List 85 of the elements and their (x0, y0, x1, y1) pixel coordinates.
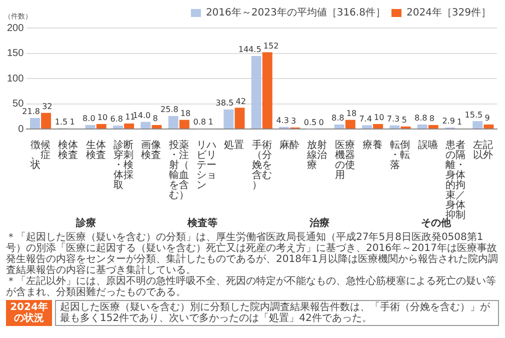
data-label: 18 (180, 108, 191, 118)
bar (41, 112, 52, 128)
x-tick-label: 手術（分娩を含む） (252, 140, 272, 191)
data-label: 18 (346, 108, 357, 118)
bar (113, 126, 123, 128)
bar (152, 124, 162, 128)
text: 起因した医療（疑いを含む）別に分類した院内調査結果報告件数は、「手術（分娩を含む）」が最も多く152件であり、次いで多かったのは「処置」42件であった。 (55, 300, 499, 326)
x-tick-label: リハビリテーション (196, 140, 216, 191)
x-tick-label: 麻酔 (280, 140, 300, 151)
y-tick-label: 0 (18, 124, 24, 135)
text: 診療 (76, 216, 96, 230)
bar (140, 122, 151, 128)
bar (417, 124, 428, 128)
x-tick-label: 誤嚥 (418, 140, 438, 151)
data-label: 21.8 (22, 107, 40, 116)
data-label: 144.5 (238, 45, 262, 54)
bar (390, 125, 400, 128)
bar (85, 124, 96, 128)
data-label: 8 (429, 114, 434, 124)
data-label: 6.8 (110, 114, 123, 124)
data-label: 5 (402, 116, 407, 125)
bar (179, 120, 190, 128)
data-label: 152 (263, 41, 279, 50)
bar (168, 116, 178, 128)
bar (96, 124, 106, 128)
y-tick-label: 100 (6, 73, 24, 84)
bar (362, 125, 372, 128)
bar (234, 108, 245, 128)
x-tick-label: 検体検査 (58, 140, 78, 161)
data-label: 32 (42, 102, 52, 111)
bar (262, 52, 272, 128)
bar (334, 124, 344, 128)
data-label: 38.5 (216, 98, 234, 108)
y-tick-label: 150 (6, 48, 24, 59)
x-tick-label: 画像検査 (141, 140, 162, 161)
data-label: 2.9 (442, 116, 455, 126)
bar (224, 110, 234, 128)
data-label: 1 (70, 118, 75, 127)
data-label: 42 (236, 96, 246, 106)
x-tick-label: 転倒・転落 (390, 140, 410, 171)
legend-label: 2016年～2023年の平均値［316.8件］ (206, 6, 386, 19)
x-tick-label: 徴候、症状 (30, 140, 51, 171)
x-tick-label: 生体検査 (86, 140, 106, 161)
x-tick-label: 処置 (224, 140, 244, 151)
data-label: 1 (208, 118, 214, 127)
data-label: 8.8 (414, 114, 428, 123)
data-label: 8 (152, 114, 158, 124)
x-tick-label: 診断穿刺・検体採取 (114, 140, 134, 191)
text: 治療 (309, 216, 330, 230)
bar (124, 123, 134, 128)
text: 検査等 (188, 216, 218, 230)
x-tick-label: 放射線治療 (307, 140, 328, 171)
data-label: 0.5 (304, 118, 317, 127)
bar (472, 121, 483, 128)
bar (30, 118, 40, 128)
bar (484, 124, 494, 128)
bar (428, 124, 438, 128)
data-label: 8.0 (82, 114, 96, 124)
data-label: 10 (374, 113, 384, 122)
data-label: 7.3 (386, 114, 400, 124)
data-label: 0 (318, 118, 324, 128)
y-tick-label: 50 (12, 98, 24, 110)
x-tick-label: 投薬・注射（輸血を含む） (168, 140, 189, 201)
data-label: 9 (484, 114, 490, 123)
bar (373, 124, 384, 128)
data-label: 1 (457, 118, 462, 127)
x-tick-label: 左記以外 (473, 140, 494, 161)
data-label: 10 (97, 113, 108, 122)
text: ＊「起因した医療（疑いを含む）の分類」は、厚生労働省医政局長通知（平成27年5月8日医政発0508第1号）の別添「医療に起因する（疑いを含む）死亡又は死産の考え方」に基づき、2016年～2017年は医療事故発生報告の内容をセンターが分類、集計したものであるが、2018年1月以降は医療機関から報告された院内調査結果報告の内容に基づき集計している。 (6, 232, 499, 276)
x-tick-label: 医療機器の使用 (334, 140, 355, 181)
y-tick-label: 200 (6, 22, 24, 34)
data-label: 15.5 (464, 110, 483, 120)
text: 2024年の状況 (6, 300, 52, 326)
data-label: 3 (291, 116, 296, 126)
data-label: 25.8 (160, 105, 178, 114)
bar (251, 56, 262, 128)
data-label: 4.3 (276, 116, 289, 125)
data-label: 8.8 (332, 114, 344, 123)
x-tick-label: 療養 (362, 140, 382, 151)
text: ＊「左記以外」には、原因不明の急性呼吸不全、死因の特定が不能なもの、急性心筋梗塞による死亡の疑い等が含まれ、分類困難だったものである。 (6, 276, 497, 298)
legend-label: 2024年［329件］ (406, 6, 492, 19)
data-label: 7.4 (359, 114, 372, 124)
data-label: 1.5 (54, 117, 68, 126)
data-label: 0.8 (193, 118, 206, 127)
bar (345, 120, 356, 128)
